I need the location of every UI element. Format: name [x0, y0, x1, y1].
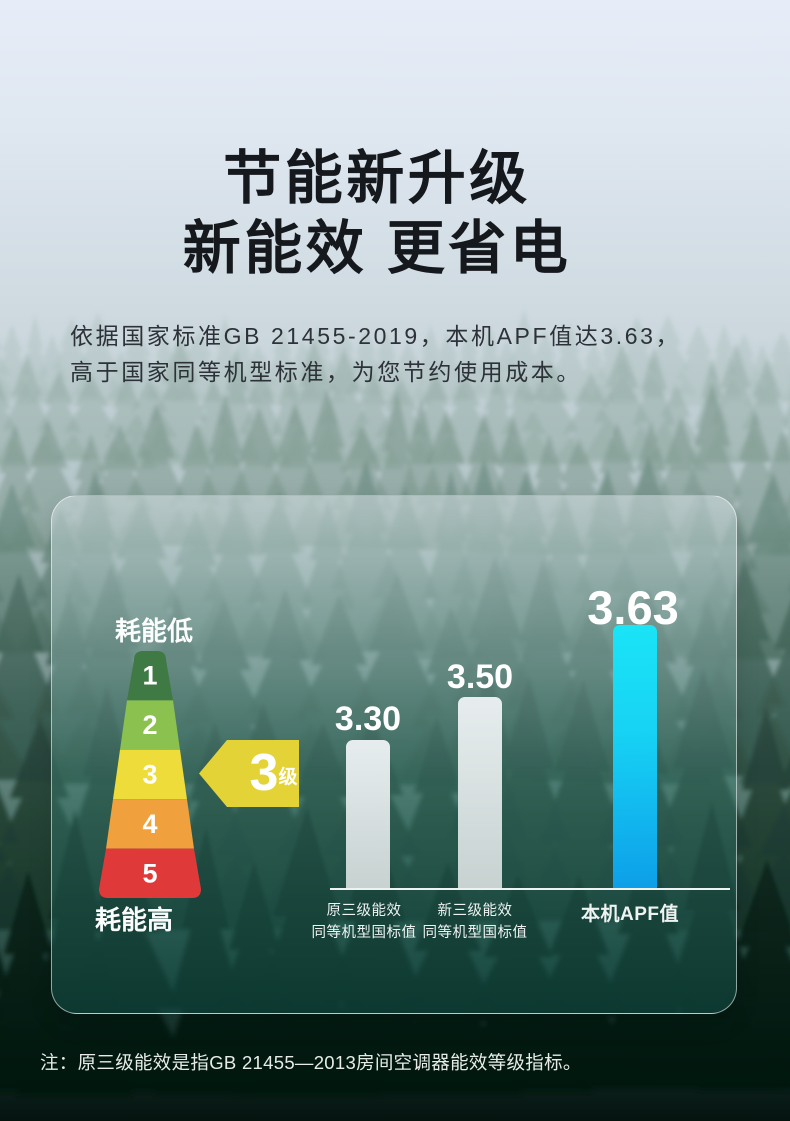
svg-text:3: 3 — [250, 744, 279, 802]
svg-text:3: 3 — [142, 760, 157, 790]
svg-text:2: 2 — [142, 710, 157, 740]
svg-text:5: 5 — [142, 858, 157, 888]
svg-text:级: 级 — [278, 765, 297, 788]
svg-text:4: 4 — [142, 809, 157, 839]
svg-text:1: 1 — [142, 661, 157, 691]
